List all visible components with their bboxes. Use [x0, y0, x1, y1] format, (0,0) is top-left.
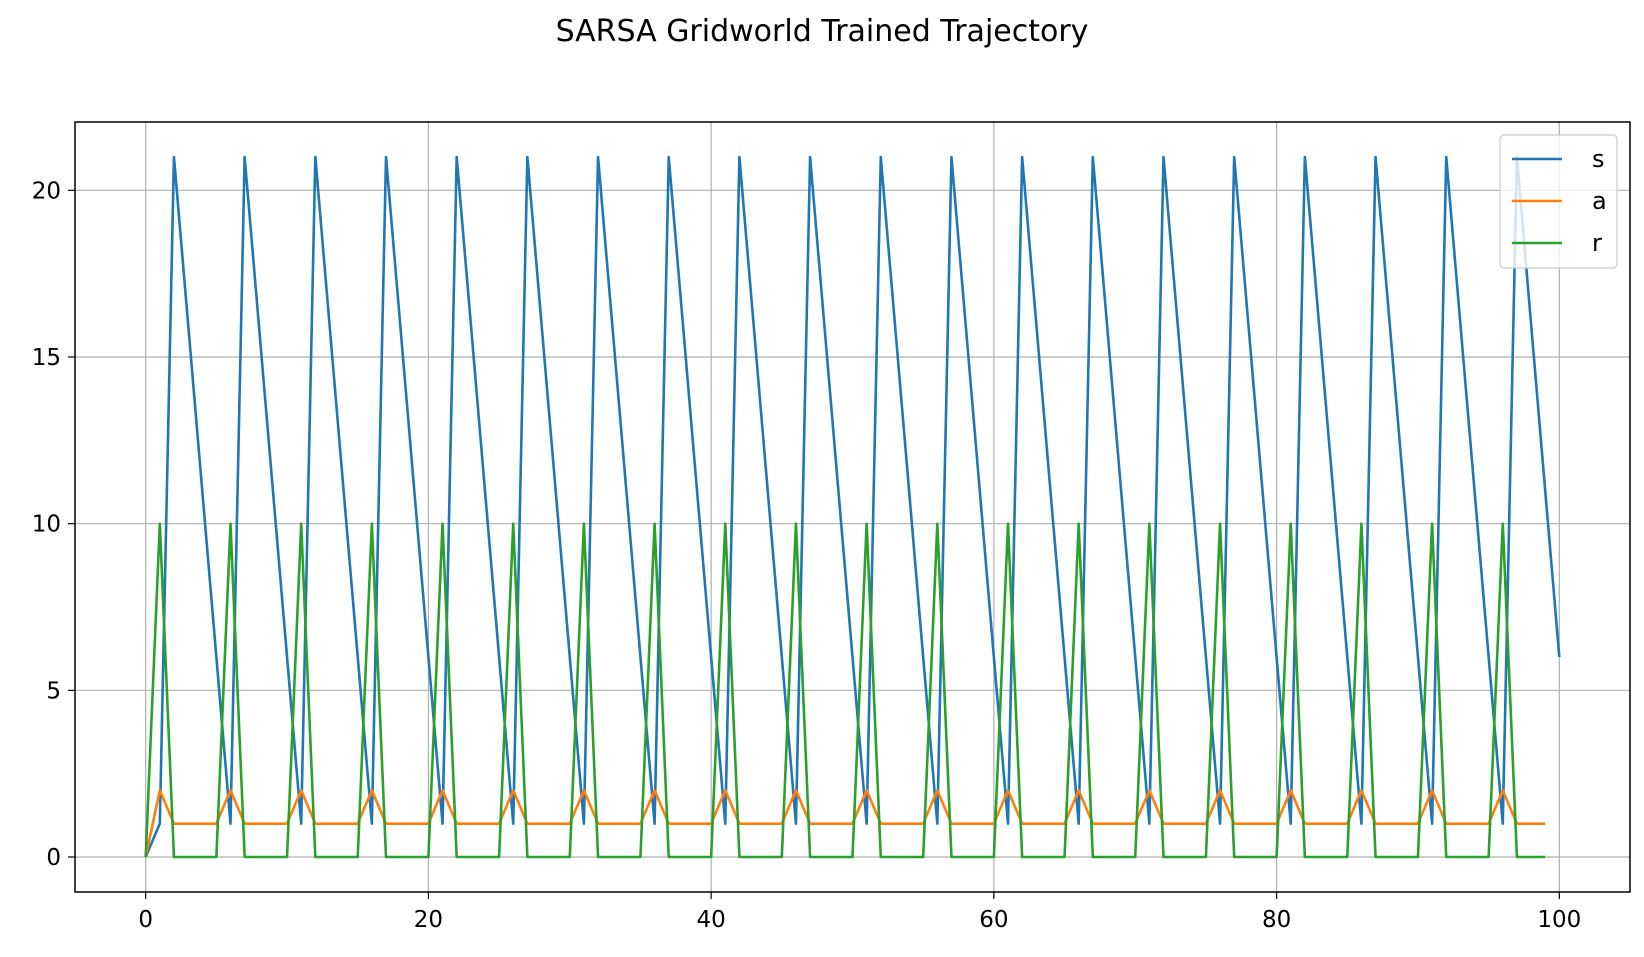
legend-label-a: a	[1592, 187, 1607, 215]
legend: sar	[1499, 134, 1618, 269]
legend-label-r: r	[1592, 229, 1602, 257]
y-tick-label: 0	[46, 845, 61, 871]
y-tick-label: 20	[32, 178, 61, 204]
legend-label-s: s	[1592, 145, 1605, 173]
chart-title: SARSA Gridworld Trained Trajectory	[555, 14, 1089, 49]
series-line-a	[144, 789, 1546, 858]
x-tick-label: 100	[1537, 907, 1581, 933]
x-tick-label: 80	[1262, 907, 1291, 933]
x-tick-label: 40	[696, 907, 725, 933]
series-lines	[144, 155, 1561, 859]
series-line-s	[144, 155, 1561, 858]
x-tick-label: 20	[414, 907, 443, 933]
axes-frame	[74, 121, 1631, 893]
y-tick-label: 10	[32, 512, 61, 538]
series-line-r	[144, 522, 1546, 859]
x-tick-label: 0	[138, 907, 153, 933]
y-tick-label: 5	[46, 678, 61, 704]
x-tick-label: 60	[979, 907, 1008, 933]
axis-ticks: 0 20 40 60 80 100 0 5 10 15 20	[32, 178, 1582, 933]
y-tick-label: 15	[32, 345, 61, 371]
